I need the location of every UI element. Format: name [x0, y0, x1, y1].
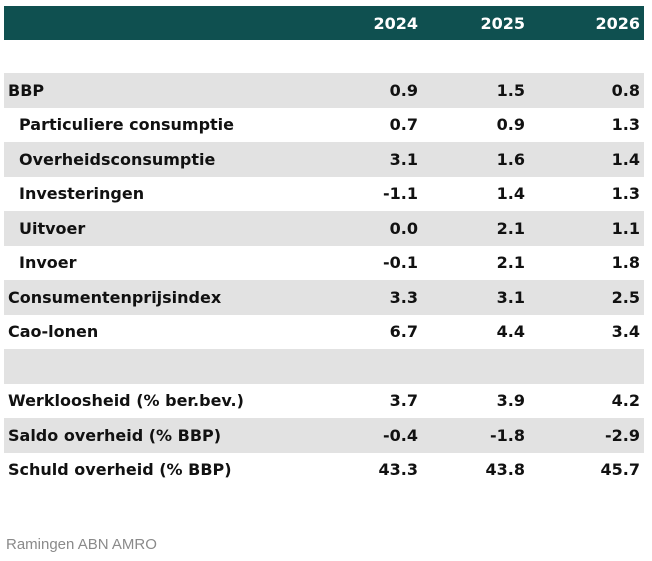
table-row: [4, 349, 644, 384]
source-note: Ramingen ABN AMRO: [6, 536, 157, 553]
row-label: Overheidsconsumptie: [19, 149, 216, 169]
row-label: Werkloosheid (% ber.bev.): [8, 391, 244, 411]
cell-value: 3.1: [496, 287, 525, 307]
row-label: Invoer: [19, 253, 77, 273]
row-label: Schuld overheid (% BBP): [8, 460, 232, 480]
row-label: Consumentenprijsindex: [8, 287, 222, 307]
cell-value: 1.5: [496, 80, 525, 100]
cell-value: 0.0: [389, 218, 418, 238]
column-header-2026: 2026: [595, 13, 640, 33]
cell-value: 2.1: [496, 218, 525, 238]
cell-value: 4.2: [611, 391, 640, 411]
cell-value: 2.5: [611, 287, 640, 307]
cell-value: 1.3: [611, 184, 640, 204]
cell-value: 43.3: [378, 460, 418, 480]
table-row: Saldo overheid (% BBP) -0.4 -1.8 -2.9: [4, 418, 644, 453]
cell-value: 45.7: [600, 460, 640, 480]
cell-value: 3.7: [389, 391, 418, 411]
table-row: Schuld overheid (% BBP) 43.3 43.8 45.7: [4, 453, 644, 488]
header-spacer: [4, 40, 644, 73]
row-label: Particuliere consumptie: [19, 115, 235, 135]
column-header-2024: 2024: [373, 13, 418, 33]
cell-value: 0.9: [389, 80, 418, 100]
cell-value: 1.8: [611, 253, 640, 273]
table-row: Consumentenprijsindex 3.3 3.1 2.5: [4, 280, 644, 315]
cell-value: -1.8: [490, 425, 525, 445]
cell-value: 1.4: [611, 149, 640, 169]
cell-value: 0.9: [496, 115, 525, 135]
table-row: Overheidsconsumptie 3.1 1.6 1.4: [4, 142, 644, 177]
cell-value: -0.4: [383, 425, 418, 445]
cell-value: -0.1: [383, 253, 418, 273]
cell-value: -2.9: [605, 425, 640, 445]
cell-value: -1.1: [383, 184, 418, 204]
cell-value: 2.1: [496, 253, 525, 273]
table-row: Particuliere consumptie 0.7 0.9 1.3: [4, 108, 644, 143]
cell-value: 3.3: [389, 287, 418, 307]
cell-value: 0.8: [611, 80, 640, 100]
row-label: BBP: [8, 80, 45, 100]
cell-value: 6.7: [389, 322, 418, 342]
cell-value: 3.4: [611, 322, 640, 342]
row-label: Saldo overheid (% BBP): [8, 425, 222, 445]
cell-value: 1.6: [496, 149, 525, 169]
cell-value: 3.1: [389, 149, 418, 169]
cell-value: 1.3: [611, 115, 640, 135]
column-header-2025: 2025: [480, 13, 525, 33]
row-label: Uitvoer: [19, 218, 86, 238]
table-body: BBP 0.9 1.5 0.8 Particuliere consumptie 0.7 0.…: [4, 73, 644, 487]
table-header: 2024 2025 2026: [4, 6, 644, 40]
table-row: Werkloosheid (% ber.bev.) 3.7 3.9 4.2: [4, 384, 644, 419]
cell-value: 1.4: [496, 184, 525, 204]
cell-value: 43.8: [485, 460, 525, 480]
table-row: Cao-lonen 6.7 4.4 3.4: [4, 315, 644, 350]
cell-value: 1.1: [611, 218, 640, 238]
row-label: Investeringen: [19, 184, 145, 204]
table-row: Investeringen -1.1 1.4 1.3: [4, 177, 644, 212]
forecast-table: 2024 2025 2026 BBP 0.9 1.5 0.8 Particuliere …: [4, 6, 644, 487]
cell-value: 0.7: [389, 115, 418, 135]
row-label: Cao-lonen: [8, 322, 99, 342]
table-row: Uitvoer 0.0 2.1 1.1: [4, 211, 644, 246]
cell-value: 4.4: [496, 322, 525, 342]
table-row: BBP 0.9 1.5 0.8: [4, 73, 644, 108]
cell-value: 3.9: [496, 391, 525, 411]
table-row: Invoer -0.1 2.1 1.8: [4, 246, 644, 281]
